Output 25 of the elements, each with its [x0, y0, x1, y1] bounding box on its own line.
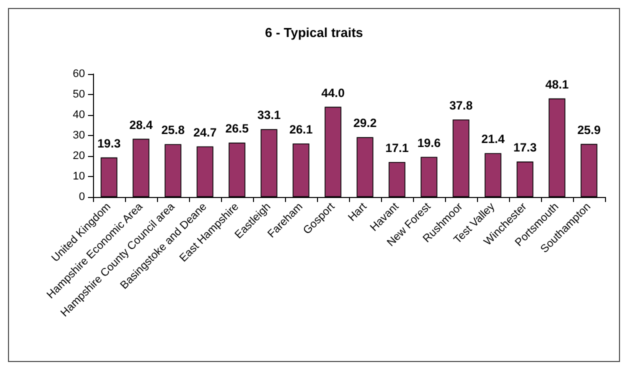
data-label: 37.8	[449, 98, 473, 113]
data-label: 17.1	[385, 140, 409, 155]
data-label: 19.6	[417, 136, 441, 150]
y-tick-label: 60	[72, 68, 85, 80]
data-label: 28.4	[129, 118, 153, 132]
data-label: 26.5	[225, 122, 249, 136]
y-tick-label: 20	[72, 150, 85, 162]
data-label: 25.8	[161, 123, 185, 138]
y-tick-label: 0	[78, 191, 85, 203]
data-label: 26.1	[289, 122, 313, 136]
data-label: 48.1	[545, 77, 569, 92]
data-label: 17.3	[513, 140, 537, 155]
data-label: 25.9	[577, 122, 601, 137]
data-label: 19.3	[97, 136, 121, 150]
data-label: 33.1	[257, 108, 281, 122]
data-label: 44.0	[321, 86, 345, 100]
data-label: 24.7	[193, 125, 217, 140]
y-tick-label: 50	[72, 88, 85, 100]
chart-title: 6 - Typical traits	[264, 25, 364, 40]
y-tick-label: 10	[72, 170, 85, 182]
data-label: 29.2	[353, 116, 377, 130]
x-tick-label: Hart	[346, 200, 370, 224]
data-label: 21.4	[481, 132, 505, 146]
y-tick-label: 40	[72, 109, 85, 121]
y-tick-label: 30	[72, 130, 85, 142]
